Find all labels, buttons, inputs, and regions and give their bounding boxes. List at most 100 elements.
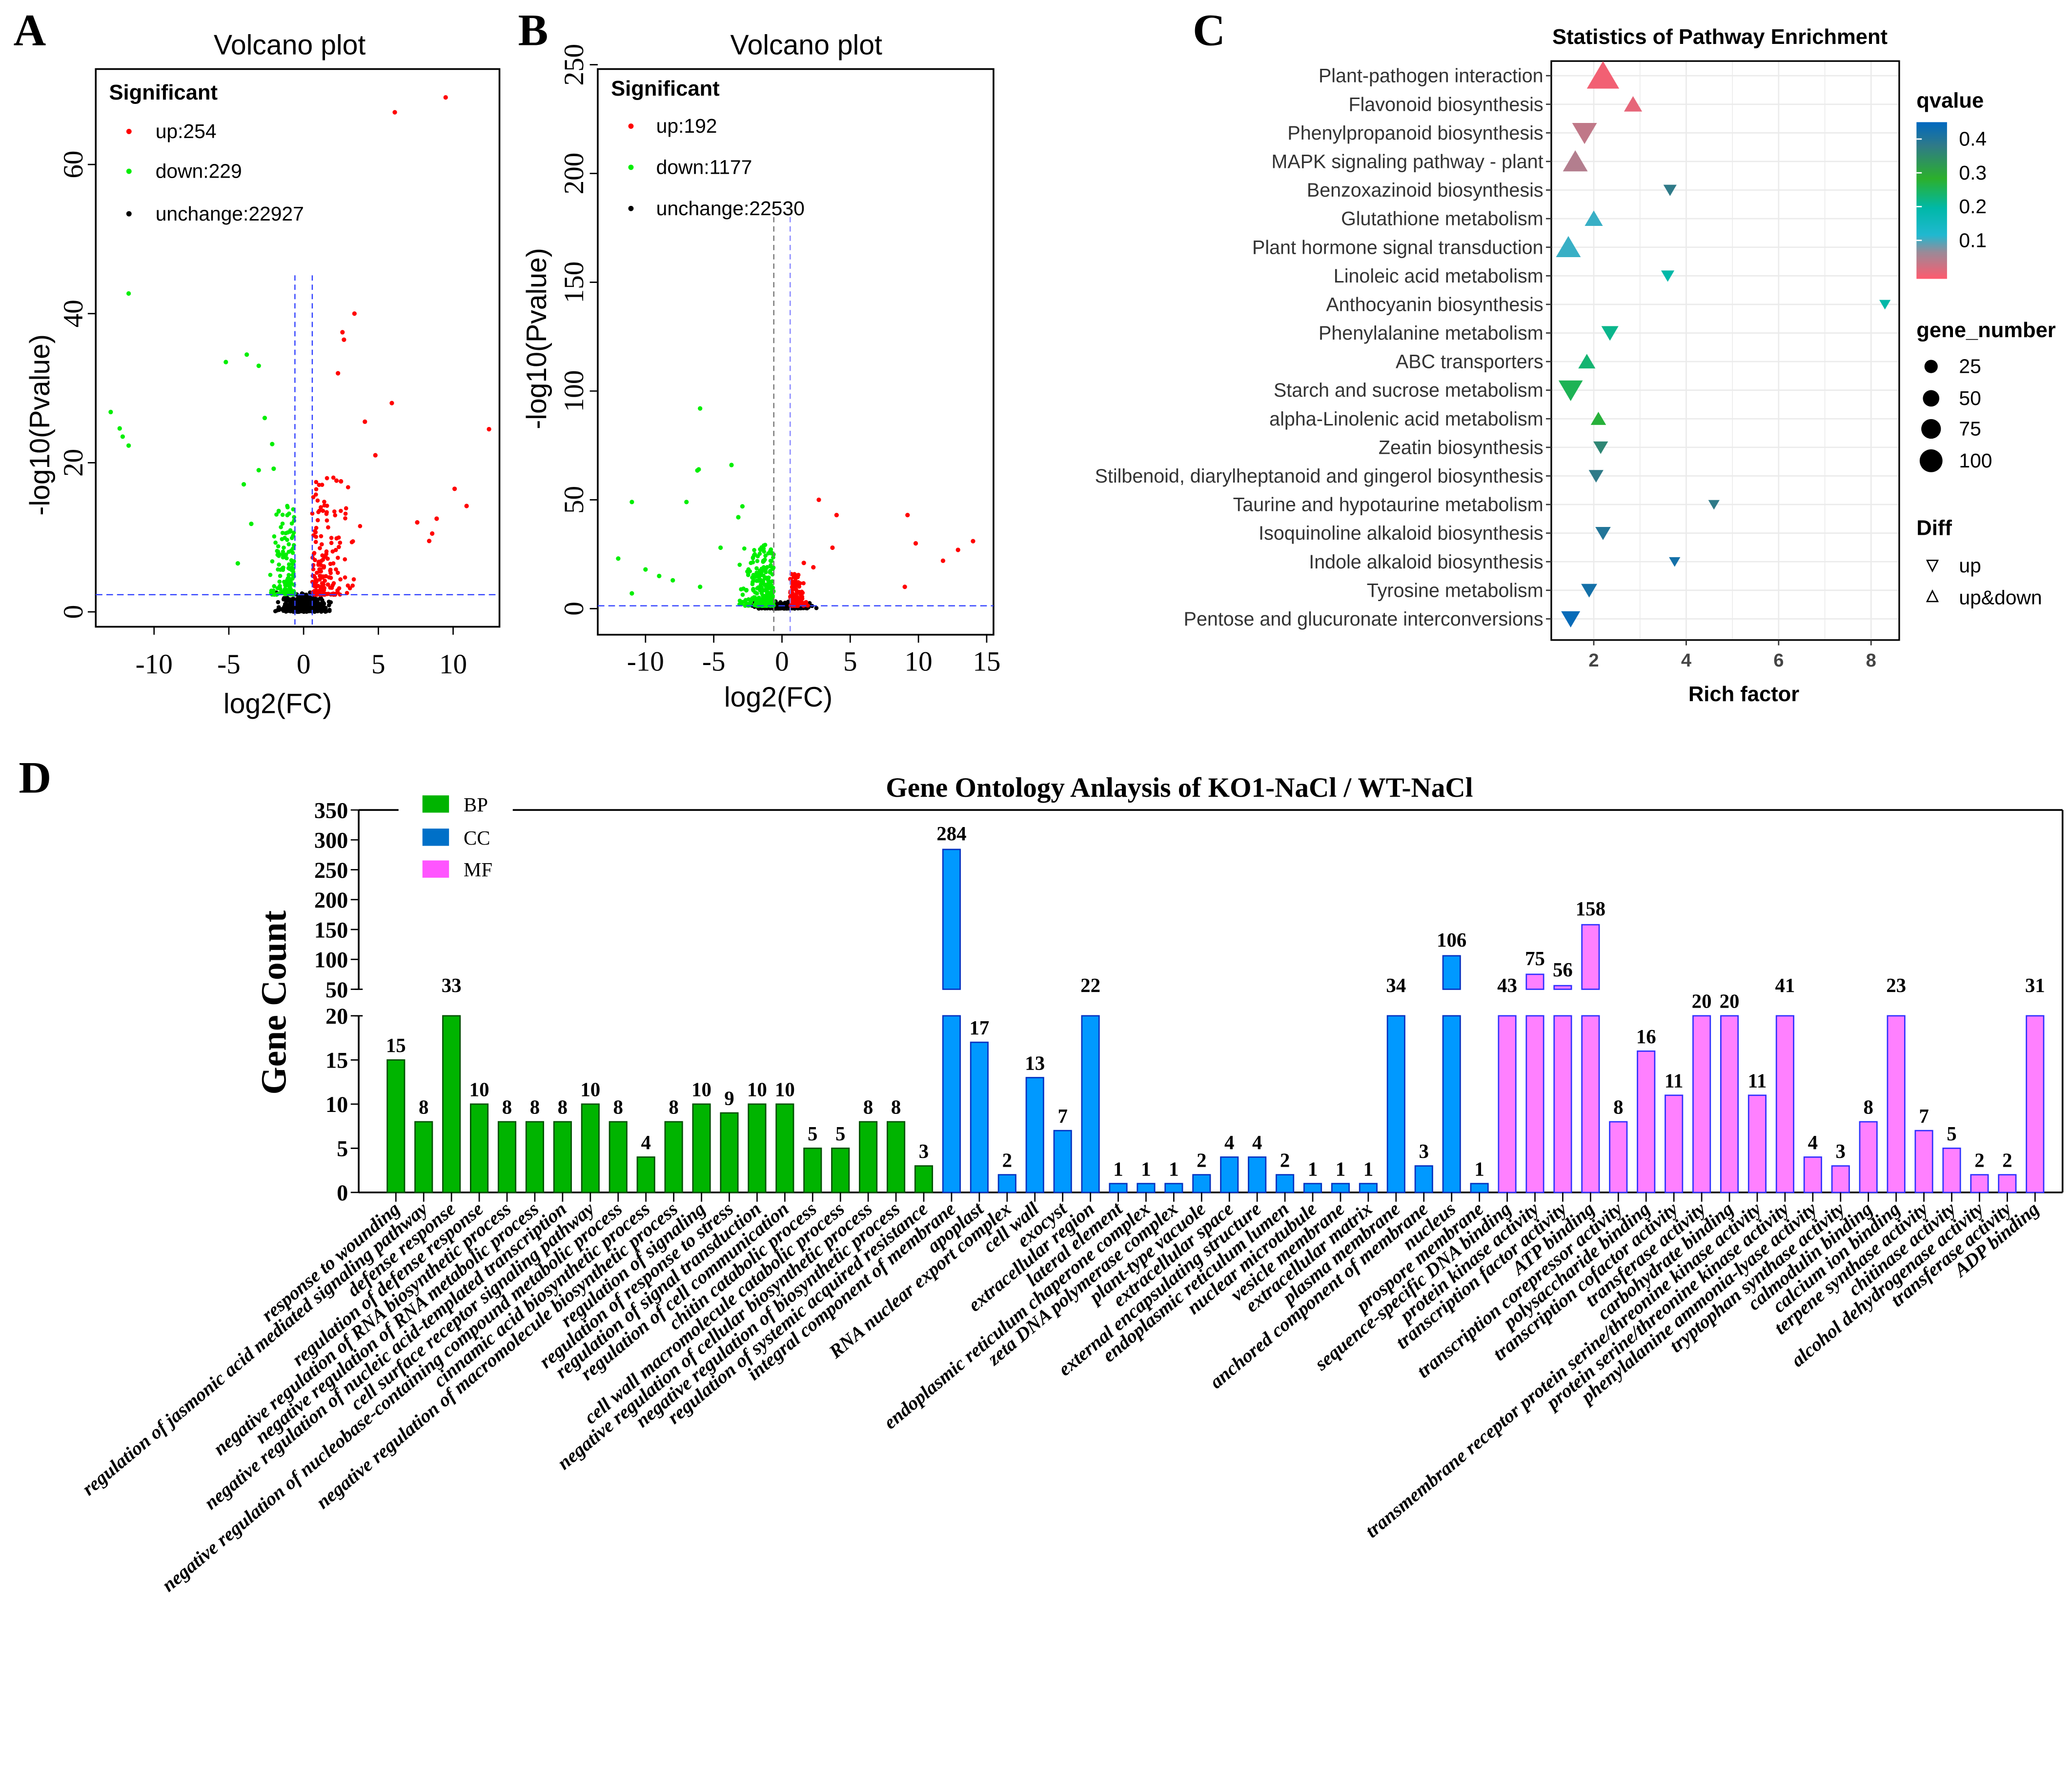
bar-mf — [1692, 1015, 1711, 1193]
up-point — [325, 556, 330, 561]
unchanged-point — [326, 599, 331, 604]
x-tick-label: -5 — [702, 646, 726, 677]
up-point — [331, 581, 336, 586]
up-point — [314, 534, 318, 539]
up-point — [792, 579, 797, 584]
unchanged-point — [312, 597, 317, 602]
bar-value-label: 16 — [1636, 1026, 1656, 1048]
bar-bp — [803, 1147, 822, 1193]
legend-down-marker — [126, 168, 132, 174]
down-point — [280, 530, 285, 535]
bar-value-label: 5 — [835, 1123, 845, 1145]
down-point — [277, 562, 281, 567]
x-tick-label: 10 — [905, 646, 933, 677]
bar-cc — [997, 1174, 1016, 1193]
up-point — [320, 581, 325, 586]
x-tick-label: 10 — [439, 649, 467, 680]
unchanged-point — [814, 606, 819, 610]
down-point — [736, 515, 741, 520]
pathway-point-up — [1661, 270, 1675, 282]
bar-bp — [609, 1121, 628, 1193]
up-point — [350, 583, 355, 588]
pathway-point-up — [1663, 184, 1677, 196]
x-tick-label: 0 — [297, 649, 311, 680]
down-point — [290, 576, 295, 581]
bar-mf — [1665, 1094, 1684, 1193]
pathway-label: alpha-Linolenic acid metabolism — [1269, 408, 1543, 430]
volcano-a-title: Volcano plot — [214, 30, 366, 61]
up-point — [314, 592, 319, 597]
bar-bp — [386, 1059, 406, 1193]
volcano-a-xlabel: log2(FC) — [223, 688, 332, 719]
up-point — [323, 578, 327, 583]
down-point — [274, 512, 279, 517]
y-tick-label: 250 — [559, 44, 589, 86]
up-point — [318, 546, 322, 550]
pathway-label: MAPK signaling pathway - plant — [1272, 151, 1544, 173]
gene-number-legend-title: gene_number — [1916, 319, 2055, 342]
go-legend-bg — [398, 791, 513, 885]
bar-mf — [1859, 1121, 1878, 1193]
up-point — [325, 510, 329, 515]
bar-bp — [581, 1103, 600, 1193]
bar-value-label: 10 — [469, 1079, 489, 1101]
up-point — [342, 337, 346, 342]
up-point — [317, 508, 322, 513]
diff-legend-updown: up&down — [1959, 586, 2042, 608]
down-point — [759, 591, 764, 595]
bar-cc — [1470, 1183, 1489, 1193]
pathway-point-updown — [1590, 412, 1606, 425]
x-tick-label: 15 — [973, 646, 1000, 677]
bar-bp — [470, 1103, 489, 1193]
qvalue-tick-label: 0.4 — [1959, 128, 1987, 150]
y-tick-label: 0 — [58, 605, 89, 619]
bar-value-label: 8 — [1613, 1096, 1623, 1118]
bar-value-label: 8 — [419, 1096, 428, 1118]
bar-bp — [914, 1165, 934, 1193]
down-point — [763, 553, 768, 558]
down-point — [284, 581, 289, 586]
bar-value-label: 2 — [1197, 1149, 1206, 1171]
pathway-label: Anthocyanin biosynthesis — [1326, 294, 1543, 315]
bar-value-label: 2 — [1974, 1149, 1984, 1171]
volcano-b-ylabel: -log10(Pvalue) — [521, 248, 552, 429]
pathway-point-updown — [1586, 61, 1620, 89]
up-point — [328, 575, 333, 580]
bar-value-label: 8 — [558, 1096, 568, 1118]
up-point — [318, 567, 323, 572]
down-point — [291, 507, 296, 512]
down-point — [120, 434, 125, 439]
bar-value-label: 11 — [1665, 1070, 1684, 1091]
down-point — [276, 567, 280, 572]
y-tick-label: 50 — [559, 486, 589, 514]
up-point — [363, 419, 367, 424]
up-point — [325, 518, 329, 523]
up-point — [487, 426, 491, 432]
unchanged-point — [306, 604, 311, 609]
bar-cc-upper — [1442, 955, 1461, 990]
up-point — [332, 509, 337, 514]
volcano-plot-b: Volcano plot -10 -5 0 5 10 15050100150200250 … — [521, 30, 1001, 713]
up-point — [324, 549, 329, 554]
unchanged-point — [292, 599, 297, 604]
up-point — [328, 571, 333, 575]
legend-unchange-marker — [126, 211, 132, 217]
up-point — [816, 497, 821, 503]
pathway-label: Flavonoid biosynthesis — [1348, 94, 1543, 115]
up-point — [313, 540, 318, 545]
bar-value-label: 8 — [502, 1096, 512, 1118]
bar-value-label: 2 — [1280, 1149, 1290, 1171]
up-point — [345, 583, 350, 588]
down-point — [754, 600, 758, 605]
down-point — [286, 573, 291, 577]
up-point — [339, 479, 344, 484]
up-point — [811, 565, 816, 570]
volcano-a-frame — [95, 68, 501, 628]
up-point — [373, 453, 378, 458]
up-point — [333, 513, 338, 518]
bar-value-label: 2 — [2002, 1149, 2012, 1171]
unchanged-point — [305, 596, 309, 601]
bar-cc — [1442, 1015, 1461, 1193]
